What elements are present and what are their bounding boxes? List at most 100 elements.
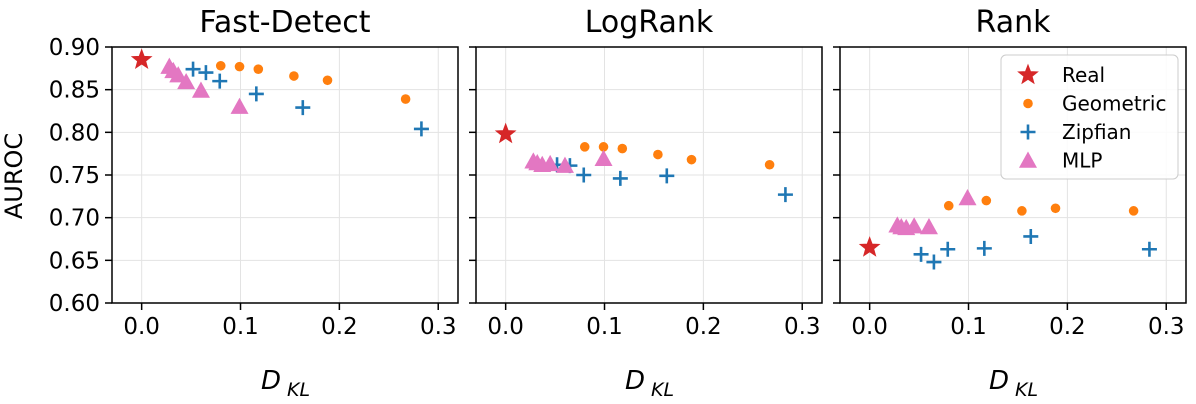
legend-label-mlp: MLP bbox=[1062, 149, 1102, 173]
panel-rank: Rank 0.0 0.1 0.2 0.3 D KL Real Geometric Zipfian M… bbox=[833, 5, 1187, 401]
series-real bbox=[130, 48, 153, 70]
geometric-point bbox=[1017, 206, 1027, 216]
mlp-point bbox=[555, 156, 574, 173]
zipfian-point bbox=[295, 100, 311, 116]
x-axis-label-subscript: KL bbox=[651, 379, 674, 401]
zipfian-point bbox=[612, 170, 628, 186]
series-zipfian bbox=[913, 228, 1157, 270]
series-mlp bbox=[160, 57, 249, 114]
x-tick-label: 0.0 bbox=[123, 314, 160, 340]
mlp-point bbox=[230, 97, 249, 114]
y-axis-label: AUROC bbox=[0, 133, 28, 219]
mlp-point bbox=[594, 149, 613, 166]
geometric-point bbox=[1128, 206, 1139, 216]
x-tick-label: 0.0 bbox=[851, 314, 888, 340]
x-tick-label: 0.1 bbox=[586, 314, 623, 340]
zipfian-point bbox=[659, 168, 675, 184]
y-tick-label: 0.75 bbox=[49, 163, 100, 189]
legend-label-zipfian: Zipfian bbox=[1062, 120, 1131, 144]
geometric-point bbox=[598, 142, 609, 152]
panel-logrank: LogRank 0.0 0.1 0.2 0.3 D KL bbox=[469, 5, 823, 401]
y-tick-label: 0.65 bbox=[49, 248, 100, 274]
x-axis-label: D bbox=[989, 366, 1009, 396]
x-axis-label-subscript: KL bbox=[1015, 379, 1038, 401]
geometric-point bbox=[943, 200, 954, 211]
series-geometric bbox=[579, 142, 775, 170]
zipfian-point bbox=[185, 61, 201, 77]
zipfian-point bbox=[976, 240, 992, 256]
geometric-point bbox=[686, 154, 697, 165]
series-geometric bbox=[215, 60, 411, 104]
y-tick-label: 0.85 bbox=[49, 78, 100, 104]
legend-marker-mlp bbox=[1019, 151, 1037, 168]
series-geometric bbox=[943, 195, 1139, 216]
mlp-point bbox=[177, 72, 196, 90]
geometric-point bbox=[289, 71, 299, 81]
series-zipfian bbox=[185, 61, 429, 137]
mlp-point bbox=[169, 66, 188, 83]
geometric-point bbox=[400, 94, 411, 104]
series-real bbox=[494, 122, 517, 144]
x-tick-label: 0.2 bbox=[321, 314, 358, 340]
y-tick-label: 0.90 bbox=[49, 35, 100, 61]
legend-label-real: Real bbox=[1062, 63, 1105, 87]
x-axis-label-subscript: KL bbox=[287, 379, 310, 401]
geometric-point bbox=[322, 75, 333, 86]
legend-marker-real bbox=[1017, 63, 1039, 85]
x-tick-label: 0.3 bbox=[784, 314, 821, 340]
geometric-point bbox=[234, 61, 245, 72]
series-mlp bbox=[524, 149, 613, 173]
zipfian-point bbox=[777, 187, 793, 203]
y-tick-label: 0.60 bbox=[49, 291, 100, 317]
geometric-point bbox=[1050, 203, 1061, 214]
real-point bbox=[130, 48, 153, 70]
mlp-point bbox=[905, 217, 924, 234]
geometric-point bbox=[981, 195, 992, 206]
real-point bbox=[858, 236, 881, 257]
zipfian-point bbox=[212, 73, 228, 89]
x-tick-label: 0.3 bbox=[420, 314, 457, 340]
y-tick-label: 0.70 bbox=[49, 206, 100, 232]
mlp-point bbox=[541, 154, 560, 172]
x-tick-label: 0.0 bbox=[487, 314, 524, 340]
geometric-point bbox=[653, 149, 663, 160]
x-tick-label: 0.2 bbox=[1049, 314, 1086, 340]
panel-title: Fast-Detect bbox=[199, 5, 370, 40]
plot-frame bbox=[111, 46, 459, 304]
panel-title: Rank bbox=[976, 5, 1052, 40]
series-mlp bbox=[888, 189, 977, 236]
zipfian-point bbox=[1023, 228, 1039, 244]
zipfian-point bbox=[1141, 241, 1157, 257]
zipfian-point bbox=[926, 254, 942, 270]
zipfian-point bbox=[913, 246, 929, 262]
zipfian-point bbox=[576, 167, 592, 183]
mlp-point bbox=[191, 81, 210, 98]
x-tick-label: 0.2 bbox=[685, 314, 722, 340]
legend-box bbox=[1000, 54, 1179, 180]
geometric-point bbox=[215, 60, 226, 71]
x-tick-label: 0.3 bbox=[1148, 314, 1185, 340]
panel-fast-detect: Fast-Detect 0.0 0.1 0.2 0.3 0.60 0.65 0.70 0.75 0… bbox=[49, 5, 459, 401]
mlp-point bbox=[919, 218, 938, 235]
zipfian-point bbox=[940, 241, 956, 257]
x-axis-label: D bbox=[625, 366, 645, 396]
legend-marker-zipfian bbox=[1020, 124, 1036, 140]
legend-marker-geometric bbox=[1023, 98, 1033, 109]
x-tick-label: 0.1 bbox=[222, 314, 259, 340]
legend-label-geometric: Geometric bbox=[1062, 92, 1166, 116]
x-tick-label: 0.1 bbox=[950, 314, 987, 340]
legend: Real Geometric Zipfian MLP bbox=[1000, 54, 1179, 180]
geometric-point bbox=[764, 159, 775, 170]
zipfian-point bbox=[413, 121, 429, 137]
plot-frame bbox=[475, 46, 823, 304]
mlp-point bbox=[958, 189, 977, 206]
series-zipfian bbox=[549, 157, 793, 203]
zipfian-point bbox=[198, 65, 214, 81]
real-point bbox=[494, 122, 517, 144]
y-tick-label: 0.80 bbox=[49, 120, 100, 146]
geometric-point bbox=[617, 143, 628, 154]
x-axis-label: D bbox=[261, 366, 281, 396]
plot-frame bbox=[839, 46, 1187, 304]
panel-title: LogRank bbox=[585, 5, 714, 40]
